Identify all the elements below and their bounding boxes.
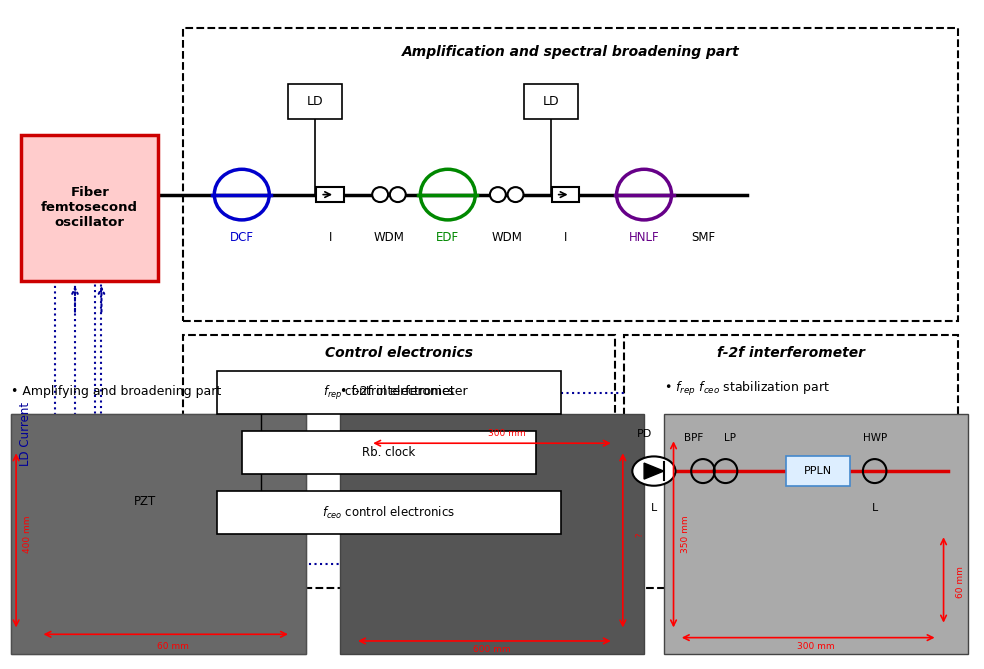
Text: Rb. clock: Rb. clock (362, 446, 415, 459)
Text: f-2f interferometer: f-2f interferometer (717, 347, 865, 361)
Ellipse shape (508, 187, 523, 202)
Text: LD: LD (307, 95, 324, 108)
Text: L: L (650, 503, 657, 513)
Bar (11, 415, 306, 654)
Text: 400 mm: 400 mm (23, 516, 31, 553)
Bar (217, 491, 561, 535)
Ellipse shape (490, 187, 506, 202)
Text: WDM: WDM (374, 231, 404, 244)
Ellipse shape (390, 187, 405, 202)
Bar (183, 28, 958, 321)
Text: Control electronics: Control electronics (325, 347, 472, 361)
Text: $f_{ceo}$ control electronics: $f_{ceo}$ control electronics (323, 504, 456, 520)
Text: BPF: BPF (684, 433, 703, 443)
Bar (317, 187, 343, 202)
Text: Amplification and spectral broadening part: Amplification and spectral broadening pa… (401, 45, 739, 59)
Text: 600 mm: 600 mm (473, 645, 511, 654)
Text: PPLN: PPLN (804, 466, 832, 476)
Text: HNLF: HNLF (629, 231, 659, 244)
Text: ?: ? (635, 532, 644, 537)
Text: • $f_{rep}$ $f_{ceo}$ stabilization part: • $f_{rep}$ $f_{ceo}$ stabilization part (664, 380, 830, 398)
Text: I: I (564, 231, 568, 244)
Text: • f-2f interferometer: • f-2f interferometer (339, 385, 467, 398)
Text: HWP: HWP (863, 433, 887, 443)
Bar (523, 84, 578, 118)
Text: WDM: WDM (491, 231, 523, 244)
Text: I: I (329, 231, 332, 244)
Text: 350 mm: 350 mm (681, 516, 691, 553)
Bar (786, 456, 850, 486)
Text: LD: LD (542, 95, 559, 108)
Bar (217, 371, 561, 415)
Bar (183, 334, 615, 587)
Text: 300 mm: 300 mm (797, 642, 834, 651)
Text: • Amplifying and broadening part: • Amplifying and broadening part (11, 385, 221, 398)
Text: LP: LP (724, 433, 736, 443)
Text: 60 mm: 60 mm (157, 642, 189, 651)
Text: PD: PD (637, 429, 651, 439)
Bar (21, 134, 158, 281)
Bar (242, 431, 536, 474)
Text: Fiber
femtosecond
oscillator: Fiber femtosecond oscillator (41, 187, 138, 229)
Bar (664, 415, 968, 654)
Text: EDF: EDF (436, 231, 460, 244)
Bar (339, 415, 645, 654)
Text: L: L (872, 503, 878, 513)
Text: 300 mm: 300 mm (488, 429, 526, 438)
Circle shape (633, 456, 675, 486)
Bar (11, 415, 306, 654)
Polygon shape (645, 463, 664, 479)
Text: PZT: PZT (134, 494, 156, 508)
Text: LD Current: LD Current (20, 402, 32, 466)
Bar (552, 187, 580, 202)
Bar (625, 334, 958, 587)
Text: DCF: DCF (230, 231, 254, 244)
Text: SMF: SMF (691, 231, 715, 244)
Text: 60 mm: 60 mm (955, 567, 964, 598)
Ellipse shape (372, 187, 388, 202)
Text: $f_{rep}$ control electronics: $f_{rep}$ control electronics (323, 384, 455, 402)
Bar (288, 84, 342, 118)
